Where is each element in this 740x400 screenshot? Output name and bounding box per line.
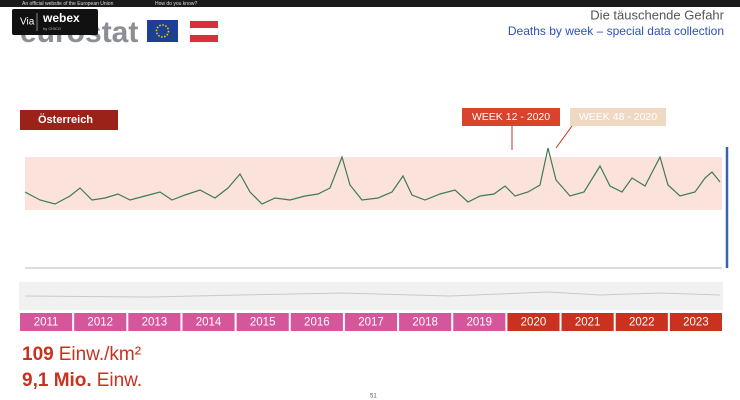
webex-via: Via [20,17,35,28]
year-box [128,313,181,331]
page-number: 51 [370,394,377,400]
banner-link[interactable]: How do you know? [155,1,197,7]
year-label: 2013 [142,317,168,329]
marker-box [570,108,666,126]
webex-brand: webex [42,11,80,25]
year-box [669,313,722,331]
slide-subtitle: Deaths by week – special data collection [508,24,724,38]
stat: 9,1 Mio. Einw. [22,370,142,391]
year-box [344,313,398,331]
year-box [290,313,343,331]
country-box [20,110,118,130]
at-flag-top [190,21,218,28]
slide-title: Die täuschende Gefahr [590,7,724,22]
range-band [25,157,722,210]
year-box [74,313,127,331]
overview-strip [19,282,723,310]
eu-banner [0,0,740,7]
marker-arrow [555,125,573,149]
stats: 109 Einw./km² 9,1 Mio. Einw. [22,344,142,391]
eu-stars [155,24,170,38]
year-label: 2022 [629,317,655,329]
stat-unit: Einw. [97,370,142,391]
deaths-line [24,147,721,205]
at-flag-bottom [190,35,218,42]
year-label: 2012 [87,317,113,329]
year-box [507,313,560,331]
year-box [182,313,235,331]
marker-box [462,108,560,126]
webex-badge [12,9,98,35]
year-label: 2020 [521,317,547,329]
year-box [399,313,452,331]
year-label: 2019 [467,317,493,329]
overview-line [24,291,721,298]
year-label: 2016 [304,317,330,329]
year-label: 2021 [575,317,601,329]
stat-unit: Einw./km² [59,344,141,365]
year-label: 2017 [358,317,384,329]
year-label: 2014 [196,317,222,329]
marker-label: WEEK 12 - 2020 [472,111,550,123]
country-label: Österreich [38,113,93,126]
stat-value: 9,1 Mio. [22,370,92,391]
year-box [561,313,614,331]
stat: 109 Einw./km² [22,344,141,365]
year-label: 2023 [683,317,709,329]
year-box [615,313,668,331]
year-label: 2018 [412,317,438,329]
year-box [236,313,289,331]
stat-value: 109 [22,344,54,365]
marker-label: WEEK 48 - 2020 [579,111,657,123]
year-box [453,313,506,331]
eu-flag [147,20,178,42]
banner-text: An official website of the European Unio… [22,1,114,7]
year-label: 2015 [250,317,276,329]
webex-by: by CISCO [43,26,61,31]
year-box [20,313,73,331]
year-label: 2011 [34,317,59,329]
year-bar: 2011 2012 2013 2014 2015 2016 2017 2018 2019 2020… [20,313,722,331]
